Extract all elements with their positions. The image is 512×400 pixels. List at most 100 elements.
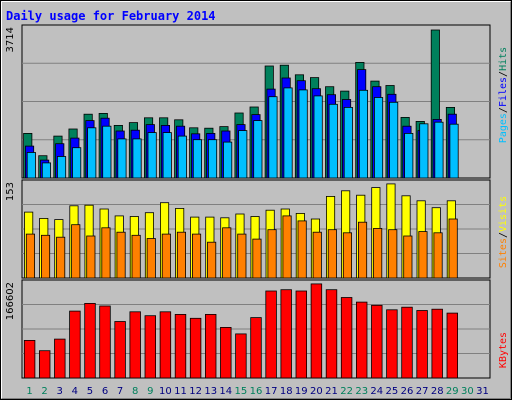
day-label-7: 7 [117,386,123,397]
day-label-6: 6 [102,386,108,397]
legend-pages-files-hits-part: Pages [498,113,509,143]
day-label-23: 23 [355,386,368,397]
bar-pages-day-20 [313,95,323,179]
bar-pages-day-19 [298,89,308,179]
bar-kbytes-day-22 [340,297,353,379]
day-label-10: 10 [159,386,172,397]
bar-kbytes-day-13 [204,313,217,379]
bar-sites-day-1 [25,233,35,279]
legend-kbytes-part: KBytes [498,332,509,368]
bar-kbytes-day-12 [189,317,202,379]
bar-kbytes-day-21 [325,289,338,379]
panel-pages-files-hits-max-label: 3714 [5,27,16,52]
bar-pages-day-26 [404,132,414,179]
day-label-20: 20 [310,386,323,397]
bar-sites-day-14 [222,227,232,279]
bar-kbytes-day-2 [39,350,51,379]
panel-sites-visits-max-label: 153 [5,182,16,201]
day-label-3: 3 [57,386,63,397]
bar-sites-day-5 [86,235,96,279]
bar-sites-day-10 [161,233,171,279]
bar-kbytes-day-1 [23,339,36,379]
bar-kbytes-day-17 [265,290,277,379]
bar-kbytes-day-29 [446,312,459,379]
day-label-27: 27 [416,386,429,397]
bar-kbytes-day-7 [114,321,126,379]
bar-sites-day-16 [252,238,262,279]
bar-pages-day-3 [57,156,67,179]
bar-kbytes-day-26 [401,306,413,379]
day-label-17: 17 [265,386,278,397]
bar-pages-day-10 [162,132,172,179]
day-label-26: 26 [401,386,414,397]
bar-pages-day-9 [147,132,157,179]
legend-kbytes: KBytes [498,332,509,368]
bar-kbytes-day-27 [416,310,428,379]
chart-title: Daily usage for February 2014 [6,9,216,23]
bar-sites-day-19 [297,220,307,279]
bar-pages-day-14 [223,141,233,179]
day-label-28: 28 [431,386,444,397]
bar-pages-day-4 [72,147,82,179]
bar-pages-day-8 [132,138,142,179]
bar-kbytes-day-14 [220,326,232,379]
bar-kbytes-day-3 [54,338,66,379]
bar-sites-day-27 [418,231,428,279]
day-label-14: 14 [219,386,232,397]
bar-sites-day-3 [56,236,66,279]
bar-sites-day-22 [342,232,352,279]
legend-sites-visits-part: / [498,232,509,238]
day-label-29: 29 [446,386,459,397]
bar-pages-day-27 [419,123,429,179]
bar-kbytes-day-20 [310,283,323,379]
day-label-21: 21 [325,386,338,397]
day-label-11: 11 [174,386,187,397]
bar-sites-day-24 [373,227,383,279]
day-label-9: 9 [147,386,153,397]
bar-kbytes-day-16 [250,317,262,379]
bar-sites-day-29 [448,218,458,279]
day-label-30: 30 [461,386,474,397]
day-label-19: 19 [295,386,308,397]
bar-pages-day-5 [87,127,97,179]
bar-kbytes-day-24 [371,304,383,379]
day-label-12: 12 [189,386,202,397]
bar-sites-day-28 [433,232,443,279]
day-label-2: 2 [41,386,47,397]
bar-kbytes-day-18 [280,289,292,379]
bar-kbytes-day-6 [99,305,111,379]
bar-sites-day-8 [131,234,141,279]
bar-kbytes-day-4 [69,310,81,379]
day-label-5: 5 [87,386,93,397]
day-label-18: 18 [280,386,293,397]
bar-kbytes-day-8 [129,311,141,379]
bar-pages-day-25 [389,101,399,179]
bar-pages-day-16 [253,120,263,179]
bar-sites-day-18 [282,215,292,279]
legend-pages-files-hits-part: / [498,71,509,77]
bar-pages-day-23 [358,89,368,179]
bar-sites-day-4 [71,224,81,279]
bar-pages-day-15 [238,130,248,179]
day-label-1: 1 [26,386,32,397]
bar-sites-day-6 [101,227,111,279]
bar-pages-day-11 [177,135,187,179]
bar-kbytes-day-11 [174,313,187,379]
bar-pages-day-28 [434,121,444,179]
bar-sites-day-15 [237,233,247,279]
bar-sites-day-11 [176,231,187,279]
bar-kbytes-day-9 [144,315,157,379]
bar-pages-day-22 [343,107,353,179]
bar-pages-day-17 [268,96,278,179]
day-label-8: 8 [132,386,138,397]
bar-pages-day-24 [373,97,384,179]
day-label-31: 31 [476,386,489,397]
bar-sites-day-13 [207,241,217,279]
day-label-24: 24 [370,386,383,397]
bar-pages-day-1 [26,152,36,179]
bar-kbytes-day-5 [84,302,96,379]
day-label-4: 4 [72,386,78,397]
bar-kbytes-day-23 [355,301,368,379]
